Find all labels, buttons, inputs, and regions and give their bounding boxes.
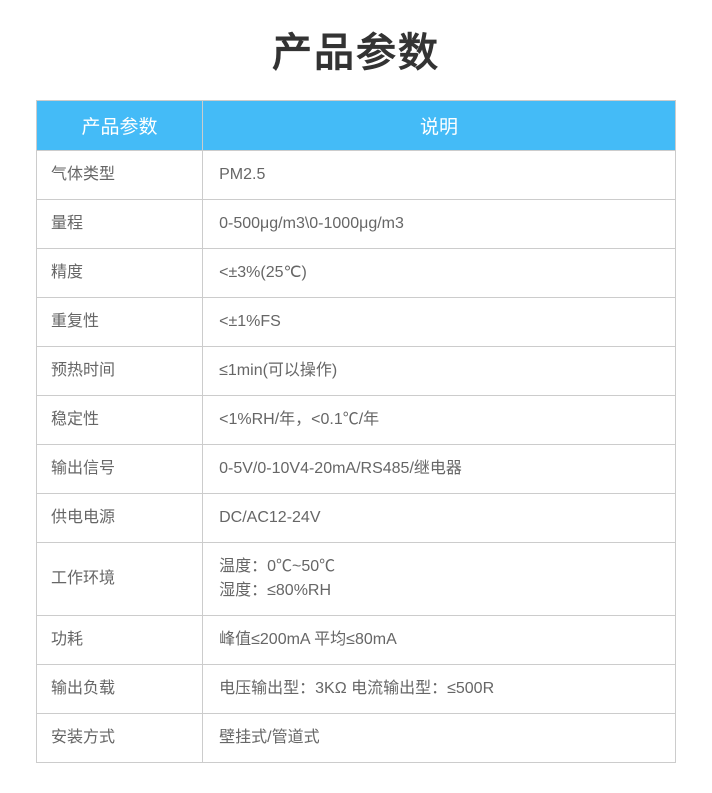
header-value-col: 说明	[203, 101, 676, 151]
table-row: 工作环境 温度：0℃~50℃ 湿度：≤80%RH	[37, 543, 676, 616]
row-label: 输出负载	[37, 665, 203, 714]
row-value: 0-5V/0-10V4-20mA/RS485/继电器	[203, 445, 676, 494]
row-value: PM2.5	[203, 151, 676, 200]
table-row: 重复性 <±1%FS	[37, 298, 676, 347]
row-label: 稳定性	[37, 396, 203, 445]
row-label: 量程	[37, 200, 203, 249]
row-label: 安装方式	[37, 714, 203, 763]
table-row: 量程 0-500μg/m3\0-1000μg/m3	[37, 200, 676, 249]
table-row: 输出信号 0-5V/0-10V4-20mA/RS485/继电器	[37, 445, 676, 494]
table-row: 安装方式 壁挂式/管道式	[37, 714, 676, 763]
row-value: 电压输出型：3KΩ 电流输出型：≤500R	[203, 665, 676, 714]
row-label: 气体类型	[37, 151, 203, 200]
row-value: 0-500μg/m3\0-1000μg/m3	[203, 200, 676, 249]
row-label: 工作环境	[37, 543, 203, 616]
value-line-1: 温度：0℃~50℃	[219, 555, 659, 579]
params-table: 产品参数 说明 气体类型 PM2.5 量程 0-500μg/m3\0-1000μ…	[36, 100, 676, 763]
row-value: 峰值≤200mA 平均≤80mA	[203, 616, 676, 665]
table-row: 稳定性 <1%RH/年，<0.1℃/年	[37, 396, 676, 445]
product-params-container: 产品参数 产品参数 说明 气体类型 PM2.5 量程 0-500μg/m3\0-…	[0, 0, 712, 793]
table-row: 气体类型 PM2.5	[37, 151, 676, 200]
row-label: 供电电源	[37, 494, 203, 543]
table-header-row: 产品参数 说明	[37, 101, 676, 151]
table-row: 预热时间 ≤1min(可以操作)	[37, 347, 676, 396]
row-value: <±1%FS	[203, 298, 676, 347]
header-label-col: 产品参数	[37, 101, 203, 151]
row-value: ≤1min(可以操作)	[203, 347, 676, 396]
row-value: <1%RH/年，<0.1℃/年	[203, 396, 676, 445]
row-value: 壁挂式/管道式	[203, 714, 676, 763]
row-value: <±3%(25℃)	[203, 249, 676, 298]
row-label: 输出信号	[37, 445, 203, 494]
table-row: 供电电源 DC/AC12-24V	[37, 494, 676, 543]
row-label: 精度	[37, 249, 203, 298]
row-label: 功耗	[37, 616, 203, 665]
page-title: 产品参数	[36, 20, 676, 78]
row-value: 温度：0℃~50℃ 湿度：≤80%RH	[203, 543, 676, 616]
row-label: 预热时间	[37, 347, 203, 396]
table-row: 功耗 峰值≤200mA 平均≤80mA	[37, 616, 676, 665]
table-row: 精度 <±3%(25℃)	[37, 249, 676, 298]
value-line-2: 湿度：≤80%RH	[219, 579, 659, 603]
table-row: 输出负载 电压输出型：3KΩ 电流输出型：≤500R	[37, 665, 676, 714]
row-value: DC/AC12-24V	[203, 494, 676, 543]
row-label: 重复性	[37, 298, 203, 347]
